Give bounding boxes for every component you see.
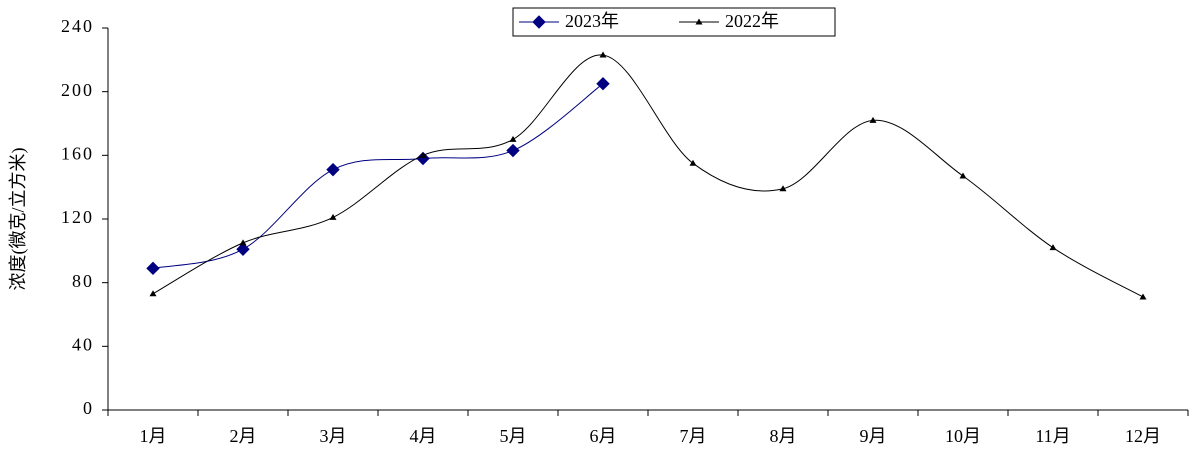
x-tick-label: 8月 — [770, 426, 797, 446]
x-tick-label: 5月 — [500, 426, 527, 446]
x-tick-label: 4月 — [410, 426, 437, 446]
legend-box — [512, 7, 836, 37]
x-tick-label: 9月 — [860, 426, 887, 446]
series-marker — [1139, 293, 1147, 300]
legend-marker — [695, 18, 703, 25]
y-tick-label: 240 — [61, 16, 94, 36]
series-marker — [419, 151, 427, 158]
x-tick-label: 6月 — [590, 426, 617, 446]
series-marker — [596, 77, 610, 91]
series-line — [152, 54, 1144, 298]
series-marker — [239, 239, 247, 246]
x-tick-label: 2月 — [230, 426, 257, 446]
y-tick-label: 120 — [61, 207, 94, 227]
x-tick-label: 7月 — [680, 426, 707, 446]
series-marker — [599, 51, 607, 58]
legend: 2023年 2022年 — [512, 7, 836, 37]
y-tick-label: 0 — [83, 398, 94, 418]
x-tick-label: 10月 — [945, 426, 981, 446]
y-tick-label: 80 — [72, 271, 94, 291]
x-tick-label: 3月 — [320, 426, 347, 446]
series-marker — [959, 172, 967, 179]
series-marker — [416, 151, 430, 166]
legend-marker — [532, 15, 546, 29]
series-marker — [779, 185, 787, 192]
series-marker — [236, 242, 250, 256]
series-marker — [1049, 244, 1057, 251]
series-marker — [869, 116, 877, 123]
x-tick-label: 11月 — [1035, 426, 1070, 446]
series-line — [152, 83, 604, 269]
series-marker — [509, 135, 517, 142]
series-marker — [146, 261, 160, 276]
series-marker — [506, 143, 520, 158]
x-tick-label: 12月 — [1125, 426, 1161, 446]
y-tick-label: 200 — [61, 80, 94, 100]
y-tick-label: 160 — [61, 143, 94, 163]
legend-label: 2023年 — [565, 11, 619, 31]
legend-label: 2022年 — [725, 11, 779, 31]
series-marker — [329, 213, 337, 220]
x-tick-label: 1月 — [140, 426, 167, 446]
y-axis-label: 浓度(微克/立方米) — [8, 148, 29, 291]
series-marker — [326, 162, 340, 177]
series-marker — [149, 290, 157, 297]
series-marker — [689, 159, 697, 166]
y-tick-label: 40 — [72, 334, 94, 354]
